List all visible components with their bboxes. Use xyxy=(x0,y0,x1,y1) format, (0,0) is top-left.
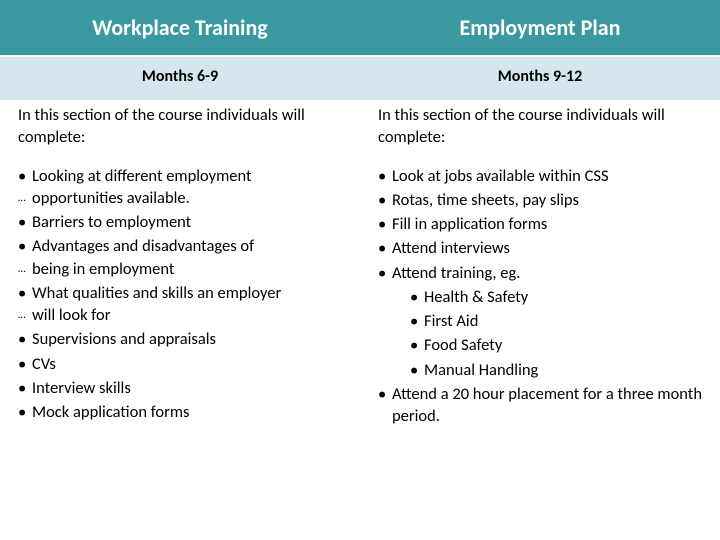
list-item: Attend interviews xyxy=(378,237,702,259)
list-item: Look at jobs available within CSS xyxy=(378,165,702,187)
list-item: Food Safety xyxy=(378,334,702,356)
list-item: Supervisions and appraisals xyxy=(18,328,342,350)
header-right: Employment Plan xyxy=(360,0,720,55)
body-row: In this section of the course individual… xyxy=(0,100,720,540)
list-item: Health & Safety xyxy=(378,286,702,308)
training-plan-slide: Workplace Training Employment Plan Month… xyxy=(0,0,720,540)
header-row: Workplace Training Employment Plan xyxy=(0,0,720,57)
intro-right: In this section of the course individual… xyxy=(378,104,702,149)
list-item: Barriers to employment xyxy=(18,211,342,233)
intro-left: In this section of the course individual… xyxy=(18,104,342,149)
body-left: In this section of the course individual… xyxy=(0,100,360,540)
list-item: Mock application forms xyxy=(18,401,342,423)
subheader-right: Months 9-12 xyxy=(360,57,720,100)
bullets-right: Look at jobs available within CSSRotas, … xyxy=(378,165,702,428)
list-item: will look for xyxy=(18,304,342,326)
list-item: First Aid xyxy=(378,310,702,332)
body-right: In this section of the course individual… xyxy=(360,100,720,540)
list-item: Rotas, time sheets, pay slips xyxy=(378,189,702,211)
list-item: Advantages and disadvantages of xyxy=(18,235,342,257)
list-item: Looking at different employment xyxy=(18,165,342,187)
subheader-row: Months 6-9 Months 9-12 xyxy=(0,57,720,100)
list-item: Interview skills xyxy=(18,377,342,399)
list-item: opportunities available. xyxy=(18,187,342,209)
list-item: Fill in application forms xyxy=(378,213,702,235)
list-item: being in employment xyxy=(18,258,342,280)
list-item: What qualities and skills an employer xyxy=(18,282,342,304)
list-item: Attend a 20 hour placement for a three m… xyxy=(378,383,702,428)
subheader-left: Months 6-9 xyxy=(0,57,360,100)
header-left: Workplace Training xyxy=(0,0,360,55)
list-item: CVs xyxy=(18,353,342,375)
bullets-left: Looking at different employmentopportuni… xyxy=(18,165,342,424)
list-item: Attend training, eg. xyxy=(378,262,702,284)
list-item: Manual Handling xyxy=(378,359,702,381)
